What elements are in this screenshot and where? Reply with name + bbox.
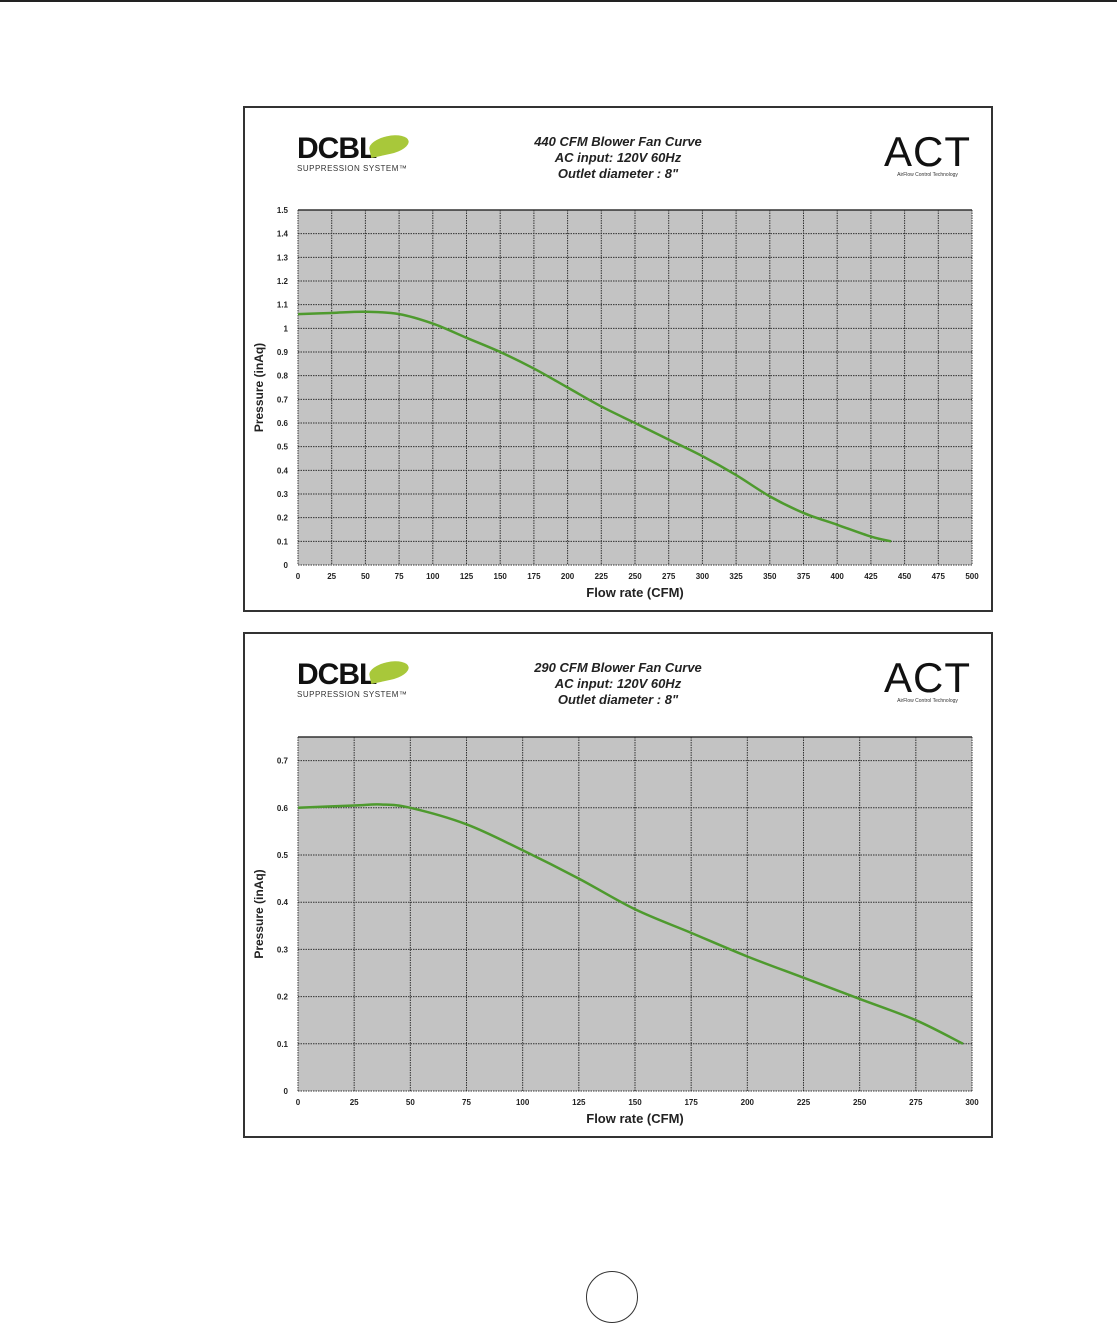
y-tick-label: 0.1: [277, 537, 289, 546]
x-tick-label: 425: [864, 572, 878, 581]
y-tick-label: 0.4: [277, 898, 289, 907]
x-tick-label: 0: [296, 1098, 301, 1107]
y-tick-label: 0.1: [277, 1040, 289, 1049]
act-logo: ACT AirFlow Control Technology: [884, 128, 971, 179]
x-tick-label: 175: [527, 572, 541, 581]
chart-svg: 0 25 50 75 100 125 150 175 200 225 250 275 300 0 0.1 0.…: [252, 736, 979, 1126]
y-tick-label: 1.5: [277, 206, 289, 215]
x-tick-label: 150: [628, 1098, 642, 1107]
y-tick-label: 0.8: [277, 372, 289, 381]
x-tick-label: 125: [460, 572, 474, 581]
y-tick-label: 0.6: [277, 419, 289, 428]
y-tick-label: 0.6: [277, 804, 289, 813]
x-tick-label: 225: [595, 572, 609, 581]
x-tick-label: 200: [561, 572, 575, 581]
y-axis-label: Pressure (inAq): [252, 869, 266, 958]
x-tick-label: 275: [909, 1098, 923, 1107]
title-line: 440 CFM Blower Fan Curve: [534, 134, 702, 149]
x-tick-label: 300: [696, 572, 710, 581]
top-rule: [0, 0, 1117, 2]
x-tick-label: 225: [797, 1098, 811, 1107]
dcbl-logo: DCBL SUPPRESSION SYSTEM™: [297, 132, 411, 173]
y-tick-label: 0.7: [277, 395, 289, 404]
title-line: Outlet diameter : 8": [557, 692, 679, 707]
x-tick-label: 100: [516, 1098, 530, 1107]
y-tick-label: 0.7: [277, 757, 289, 766]
y-tick-label: 0.2: [277, 514, 289, 523]
chart-title: 290 CFM Blower Fan Curve AC input: 120V …: [245, 660, 991, 708]
title-line: AC input: 120V 60Hz: [554, 676, 682, 691]
x-tick-label: 375: [797, 572, 811, 581]
act-logo-sub: AirFlow Control Technology: [897, 698, 958, 704]
fan-curve-panel-290: DCBL SUPPRESSION SYSTEM™ 290 CFM Blower F…: [243, 632, 993, 1138]
page-number-circle: [586, 1271, 638, 1323]
y-tick-label: 0.3: [277, 490, 289, 499]
x-tick-label: 400: [831, 572, 845, 581]
title-line: AC input: 120V 60Hz: [554, 150, 682, 165]
x-tick-label: 300: [965, 1098, 979, 1107]
fan-curve-line: [297, 310, 892, 543]
x-tick-label: 125: [572, 1098, 586, 1107]
act-logo: ACT AirFlow Control Technology: [884, 654, 971, 705]
x-tick-label: 25: [350, 1098, 359, 1107]
x-tick-label: 50: [361, 572, 370, 581]
x-tick-label: 75: [395, 572, 404, 581]
y-tick-label: 0: [284, 561, 289, 570]
x-tick-label: 50: [406, 1098, 415, 1107]
y-tick-label: 0.9: [277, 348, 289, 357]
y-tick-label: 1.4: [277, 230, 289, 239]
x-tick-label: 175: [684, 1098, 698, 1107]
x-tick-label: 0: [296, 572, 301, 581]
fan-curve-panel-440: DCBL SUPPRESSION SYSTEM™ 440 CFM Blower F…: [243, 106, 993, 612]
y-axis-label: Pressure (inAq): [252, 343, 266, 432]
y-tick-label: 0: [284, 1087, 289, 1096]
y-tick-label: 1.2: [277, 277, 289, 286]
x-tick-label: 500: [965, 572, 979, 581]
x-tick-label: 350: [763, 572, 777, 581]
x-tick-label: 100: [426, 572, 440, 581]
act-logo-sub: AirFlow Control Technology: [897, 172, 958, 178]
act-logo-text: ACT: [884, 654, 971, 701]
x-axis-label: Flow rate (CFM): [586, 585, 684, 600]
title-line: 290 CFM Blower Fan Curve: [534, 660, 702, 675]
y-tick-label: 0.5: [277, 443, 289, 452]
y-tick-label: 0.2: [277, 993, 289, 1002]
x-tick-label: 450: [898, 572, 912, 581]
x-tick-label: 150: [494, 572, 508, 581]
chart-title: 440 CFM Blower Fan Curve AC input: 120V …: [245, 134, 991, 182]
dcbl-logo-text: DCBL: [297, 132, 377, 165]
x-tick-label: 250: [853, 1098, 867, 1107]
y-tick-label: 1: [284, 324, 289, 333]
x-tick-label: 325: [729, 572, 743, 581]
x-tick-label: 200: [741, 1098, 755, 1107]
x-tick-label: 75: [462, 1098, 471, 1107]
fan-curve-line: [297, 803, 964, 1045]
y-tick-label: 1.1: [277, 301, 289, 310]
x-tick-label: 275: [662, 572, 676, 581]
x-tick-label: 475: [932, 572, 946, 581]
y-tick-label: 1.3: [277, 253, 289, 262]
x-axis-label: Flow rate (CFM): [586, 1111, 684, 1126]
title-line: Outlet diameter : 8": [557, 166, 679, 181]
chart-svg: 0 25 50 75 100 125 150 175 200 225 250 275 300 325 350…: [252, 206, 979, 600]
dcbl-logo: DCBL SUPPRESSION SYSTEM™: [297, 658, 411, 699]
dcbl-logo-text: DCBL: [297, 658, 377, 691]
y-tick-label: 0.4: [277, 466, 289, 475]
dcbl-logo-sub: SUPPRESSION SYSTEM™: [297, 164, 408, 173]
x-tick-label: 250: [628, 572, 642, 581]
x-tick-label: 25: [327, 572, 336, 581]
y-tick-label: 0.3: [277, 945, 289, 954]
dcbl-logo-sub: SUPPRESSION SYSTEM™: [297, 690, 408, 699]
act-logo-text: ACT: [884, 128, 971, 175]
y-tick-label: 0.5: [277, 851, 289, 860]
